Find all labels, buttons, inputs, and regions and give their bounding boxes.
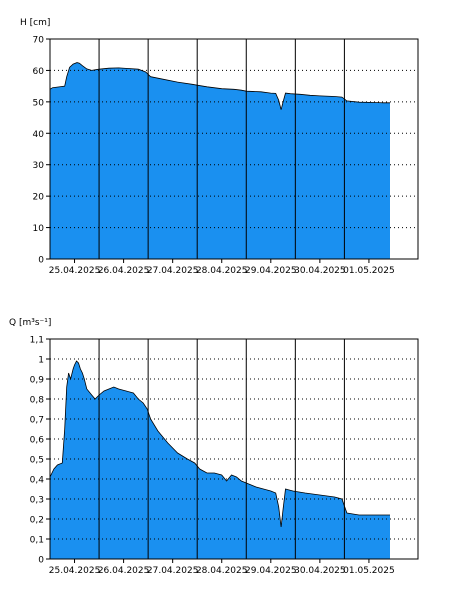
y-tick-label: 0	[38, 556, 44, 566]
y-tick-label: 1	[38, 356, 44, 366]
y-tick-label: 20	[33, 193, 45, 203]
y-tick-label: 0,9	[30, 376, 45, 386]
y-tick-label: 50	[33, 98, 45, 108]
x-tick-label: 01.05.2025	[343, 266, 395, 276]
y-tick-label: 0	[38, 256, 44, 266]
y-axis-label: Q [m³s⁻¹]	[9, 318, 51, 328]
x-tick-label: 01.05.2025	[343, 566, 395, 576]
y-tick-label: 0,3	[30, 496, 44, 506]
x-tick-label: 29.04.2025	[245, 266, 297, 276]
y-tick-label: 60	[33, 67, 45, 77]
y-tick-label: 10	[33, 224, 45, 234]
x-tick-label: 25.04.2025	[49, 266, 101, 276]
x-tick-label: 25.04.2025	[49, 566, 101, 576]
x-tick-label: 30.04.2025	[294, 266, 346, 276]
x-tick-label: 30.04.2025	[294, 566, 346, 576]
y-tick-label: 0,7	[30, 416, 44, 426]
y-tick-label: 0,5	[30, 456, 44, 466]
x-tick-label: 28.04.2025	[196, 266, 248, 276]
y-tick-label: 0,6	[30, 436, 45, 446]
x-tick-label: 26.04.2025	[98, 566, 150, 576]
y-tick-label: 30	[33, 161, 45, 171]
y-tick-label: 0,8	[30, 396, 45, 406]
x-tick-label: 27.04.2025	[147, 566, 199, 576]
y-tick-label: 40	[33, 130, 45, 140]
y-tick-label: 1,1	[30, 336, 44, 346]
y-tick-label: 0,2	[30, 516, 44, 526]
y-tick-label: 0,1	[30, 536, 44, 546]
y-tick-label: 0,4	[30, 476, 45, 486]
discharge-chart: 0 0,1 0,2 0,3 0,4 0,5 0,6 0,7 0,8 0,9 1 1,1 25.04.20…	[9, 318, 418, 576]
water-level-chart: 0 10 20 30 40 50 60 70 25.04.202526.04.202527.04…	[20, 18, 418, 276]
y-axis-label: H [cm]	[20, 18, 50, 28]
x-tick-label: 28.04.2025	[196, 566, 248, 576]
y-tick-label: 70	[33, 36, 45, 46]
x-tick-label: 26.04.2025	[98, 266, 150, 276]
x-tick-label: 27.04.2025	[147, 266, 199, 276]
x-tick-label: 29.04.2025	[245, 566, 297, 576]
